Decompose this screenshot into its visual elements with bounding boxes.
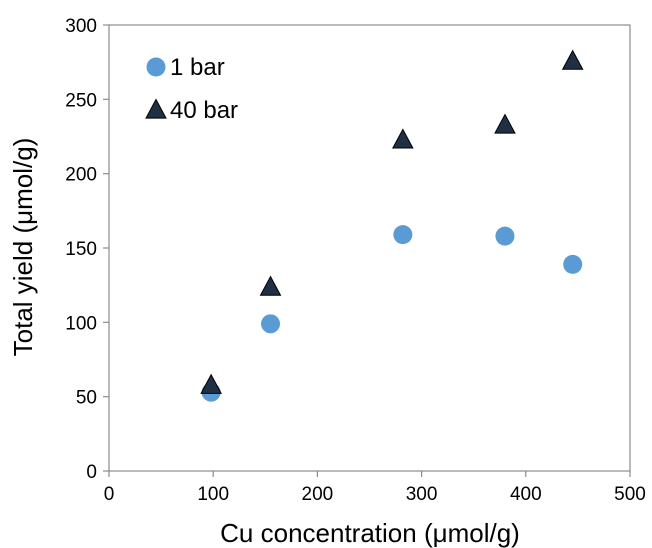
ticks: 0 100 200 300 400 500 0 50 100 150 200 250 300 bbox=[65, 16, 646, 505]
plot-frame bbox=[108, 24, 631, 472]
data-point-1-bar bbox=[393, 225, 413, 245]
y-tick-label: 150 bbox=[65, 239, 97, 260]
x-tick-label: 500 bbox=[614, 484, 646, 505]
y-tick-label: 50 bbox=[76, 388, 97, 409]
data-point-40-bar bbox=[392, 128, 414, 149]
data-points bbox=[200, 49, 584, 402]
data-point-1-bar bbox=[563, 254, 583, 274]
y-axis-title: Total yield (μmol/g) bbox=[8, 138, 38, 357]
legend-triangle-icon bbox=[145, 98, 167, 119]
data-point-1-bar bbox=[495, 226, 515, 246]
data-point-40-bar bbox=[494, 113, 516, 134]
data-point-40-bar bbox=[200, 373, 222, 394]
legend: 1 bar 40 bar bbox=[145, 54, 238, 124]
x-tick-label: 0 bbox=[104, 484, 115, 505]
x-axis-title: Cu concentration (μmol/g) bbox=[220, 518, 520, 548]
x-tick-label: 300 bbox=[406, 484, 438, 505]
y-tick-label: 0 bbox=[86, 462, 97, 483]
x-tick-label: 200 bbox=[302, 484, 334, 505]
x-tick-label: 100 bbox=[197, 484, 229, 505]
y-tick-label: 300 bbox=[65, 16, 97, 37]
y-tick-label: 250 bbox=[65, 90, 97, 111]
axes bbox=[108, 24, 631, 472]
data-point-1-bar bbox=[261, 314, 281, 334]
data-point-40-bar bbox=[259, 275, 282, 296]
legend-label: 40 bar bbox=[170, 97, 238, 124]
data-point-40-bar bbox=[561, 49, 584, 70]
x-tick-label: 400 bbox=[510, 484, 542, 505]
y-tick-label: 200 bbox=[65, 165, 97, 186]
legend-circle-icon bbox=[146, 57, 166, 77]
y-tick-label: 100 bbox=[65, 313, 97, 334]
legend-label: 1 bar bbox=[170, 54, 225, 81]
